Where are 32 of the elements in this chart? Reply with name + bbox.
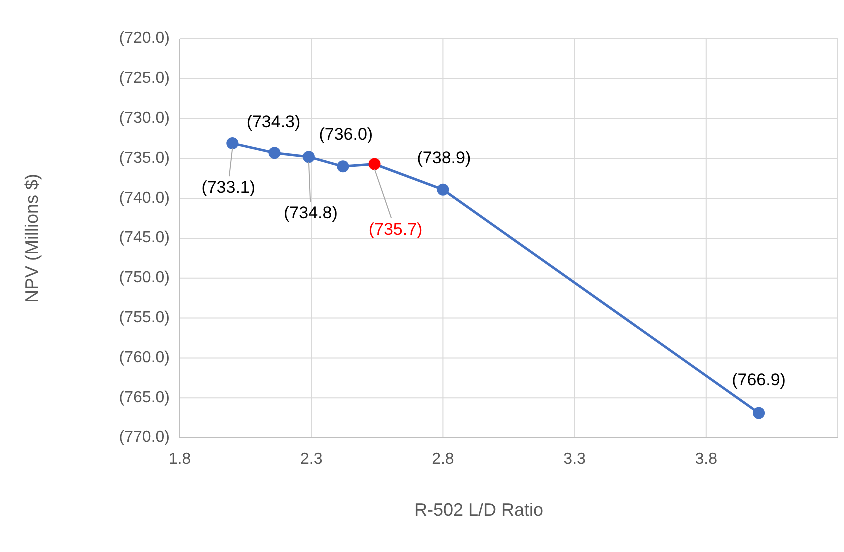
- y-tick-label: (735.0): [119, 150, 170, 167]
- y-tick-label: (770.0): [119, 429, 170, 446]
- x-tick-label: 1.8: [168, 451, 192, 468]
- data-label: (735.7): [368, 220, 423, 239]
- y-tick-label: (730.0): [119, 110, 170, 128]
- x-tick-label: 3.3: [564, 451, 586, 468]
- y-axis-title: NPV (Millions $): [22, 174, 42, 304]
- y-tick-label: (755.0): [119, 310, 170, 327]
- y-tick-label: (745.0): [119, 230, 170, 247]
- point: [226, 138, 239, 150]
- y-tick-label: (725.0): [119, 70, 170, 88]
- point: [302, 151, 315, 164]
- point: [268, 147, 281, 160]
- data-label: (733.1): [202, 178, 256, 198]
- y-tick-label: (720.0): [119, 30, 170, 48]
- x-tick-label: 2.8: [432, 451, 454, 468]
- data-label: (738.9): [417, 148, 472, 168]
- data-label: (736.0): [319, 125, 374, 144]
- y-tick-label: (765.0): [119, 389, 170, 406]
- point: [337, 160, 350, 173]
- x-tick-label: 2.3: [300, 451, 323, 468]
- point: [368, 158, 381, 170]
- point: [437, 184, 450, 196]
- y-tick-label: (750.0): [119, 270, 170, 287]
- y-tick-label: (740.0): [119, 190, 170, 207]
- x-tick-label: 3.8: [695, 451, 718, 468]
- point: [753, 407, 766, 420]
- data-label: (734.3): [246, 112, 301, 132]
- data-label: (766.9): [732, 370, 786, 390]
- data-label: (734.8): [284, 204, 338, 223]
- y-tick-label: (760.0): [119, 349, 170, 366]
- x-axis-title: R-502 L/D Ratio: [414, 500, 544, 520]
